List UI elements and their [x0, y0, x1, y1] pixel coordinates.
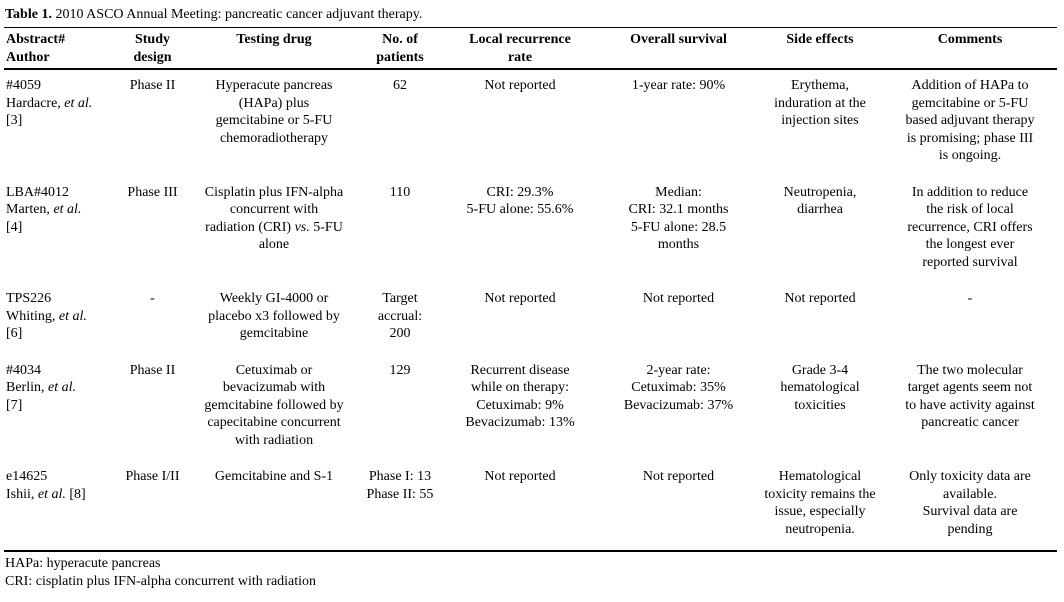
abstract-id: TPS226: [6, 291, 52, 306]
cell-comments: Addition of HAPa to gemcitabine or 5-FU …: [905, 78, 1035, 163]
abstract-id: e14625: [6, 469, 48, 484]
drug-text-post: 5-FU alone: [258, 219, 343, 253]
drug-text: Hyperacute pancreas (HAPa) plus gemcitab…: [215, 78, 333, 146]
cell-abstract-author: TPS226 Whiting, et al. [6]: [4, 283, 117, 355]
col-header-testing-drug: Testing drug: [188, 27, 360, 70]
cell-testing-drug: Hyperacute pancreas (HAPa) plus gemcitab…: [188, 69, 360, 177]
cell-abstract-author: #4034 Berlin, et al. [7]: [4, 355, 117, 462]
cell-local-recurrence: Not reported: [484, 291, 556, 306]
col-header-comments: Comments: [883, 27, 1057, 70]
author-etal: et al.: [34, 486, 66, 502]
cell-patients: Target accrual: 200: [377, 291, 423, 341]
cell-side-effects: Not reported: [784, 291, 856, 306]
author-line: Whiting, et al.: [6, 308, 114, 326]
footnote-cri: CRI: cisplatin plus IFN-alpha concurrent…: [5, 574, 317, 589]
reference-number: [4]: [6, 219, 23, 235]
cell-study-design: -: [150, 291, 155, 306]
author-etal: et al.: [55, 308, 87, 324]
author-etal: et al.: [49, 202, 82, 217]
cell-patients: Phase I: 13 Phase II: 55: [360, 461, 440, 552]
cell-local-recurrence: CRI: 29.3% 5-FU alone: 55.6%: [466, 184, 574, 218]
author-name: Ishii,: [6, 486, 35, 502]
col-header-patients: No. of patients: [360, 27, 440, 70]
cell-overall-survival: Median: CRI: 32.1 months 5-FU alone: 28.…: [628, 184, 729, 253]
drug-vs: vs.: [294, 219, 310, 235]
author-etal: et al.: [60, 95, 93, 111]
reference-number: [6]: [6, 326, 23, 341]
table-row: LBA#4012 Marten, et al. [4] Phase III Cisp…: [4, 177, 1057, 284]
cell-patients: 62: [393, 78, 407, 93]
col-header-abstract-author: Abstract# Author: [4, 27, 117, 70]
cell-testing-drug: Gemcitabine and S-1: [188, 461, 360, 552]
asco-meeting-table: Abstract# Author Study design Testing dr…: [4, 27, 1057, 552]
cell-testing-drug: Cetuximab or bevacizumab with gemcitabin…: [188, 355, 360, 462]
cell-comments: The two molecular target agents seem not…: [905, 362, 1035, 431]
author-line: Ishii, et al. [8]: [6, 486, 114, 504]
cell-comments: In addition to reduce the risk of local …: [907, 184, 1033, 270]
cell-side-effects: Grade 3-4 hematological toxicities: [780, 362, 860, 413]
cell-testing-drug: Weekly GI-4000 or placebo x3 followed by…: [188, 283, 360, 355]
reference-number: [7]: [6, 397, 23, 413]
author-suffix: [8]: [65, 486, 86, 502]
table-row: e14625 Ishii, et al. [8] Phase I/II Gemci…: [4, 461, 1057, 552]
cell-study-design: Phase II: [129, 362, 176, 378]
abstract-id: #4034: [6, 362, 41, 378]
cell-study-design: Phase II: [129, 78, 176, 93]
cell-comments: Only toxicity data are available. Surviv…: [883, 461, 1057, 552]
cell-overall-survival: 1-year rate: 90%: [631, 78, 726, 93]
cell-local-recurrence: Not reported: [484, 78, 556, 93]
table-footnotes: HAPa: hyperacute pancreas CRI: cisplatin…: [5, 555, 1060, 591]
reference-number: [3]: [6, 113, 23, 128]
cell-overall-survival: 2-year rate: Cetuximab: 35% Bevacizumab:…: [623, 362, 734, 413]
cell-patients: 129: [389, 362, 411, 378]
drug-text: Cisplatin plus IFN-alpha concurrent with…: [204, 184, 344, 235]
author-name: Berlin,: [6, 380, 45, 395]
cell-study-design: Phase I/II: [117, 461, 188, 552]
cell-overall-survival: Not reported: [600, 461, 757, 552]
cell-abstract-author: e14625 Ishii, et al. [8]: [4, 461, 117, 552]
author-line: Berlin, et al.: [6, 379, 114, 397]
footnote-hapa: HAPa: hyperacute pancreas: [5, 556, 161, 571]
cell-patients: 110: [389, 184, 411, 200]
cell-side-effects: Neutropenia, diarrhea: [783, 184, 857, 218]
author-name: Whiting,: [6, 308, 56, 324]
table-caption-text: 2010 ASCO Annual Meeting: pancreatic can…: [51, 7, 423, 22]
col-header-side-effects: Side effects: [757, 27, 883, 70]
cell-testing-drug: Cisplatin plus IFN-alpha concurrent with…: [188, 177, 360, 284]
cell-side-effects: Erythema, induration at the injection si…: [774, 78, 866, 128]
cell-local-recurrence: Not reported: [440, 461, 600, 552]
col-header-study-design: Study design: [117, 27, 188, 70]
table-row: TPS226 Whiting, et al. [6] - Weekly GI-400…: [4, 283, 1057, 355]
table-caption: Table 1. 2010 ASCO Annual Meeting: pancr…: [5, 6, 1060, 24]
author-line: Hardacre, et al.: [6, 95, 114, 113]
cell-side-effects: Hematological toxicity remains the issue…: [757, 461, 883, 552]
cell-overall-survival: Not reported: [642, 291, 715, 306]
table-row: #4059 Hardacre, et al. [3] Phase II Hypera…: [4, 69, 1057, 177]
cell-abstract-author: #4059 Hardacre, et al. [3]: [4, 69, 117, 177]
col-header-local-recurrence: Local recurrence rate: [440, 27, 600, 70]
abstract-id: LBA#4012: [6, 184, 69, 200]
drug-text: Cetuximab or bevacizumab with gemcitabin…: [204, 362, 344, 448]
col-header-overall-survival: Overall survival: [600, 27, 757, 70]
abstract-id: #4059: [6, 78, 41, 93]
table-caption-label: Table 1.: [5, 7, 52, 22]
author-name: Marten,: [6, 202, 50, 217]
drug-text: Weekly GI-4000 or placebo x3 followed by…: [208, 291, 340, 341]
table-row: #4034 Berlin, et al. [7] Phase II Cetuxima…: [4, 355, 1057, 462]
author-name: Hardacre,: [6, 95, 61, 111]
cell-study-design: Phase III: [127, 184, 178, 200]
drug-text: Gemcitabine and S-1: [214, 469, 334, 484]
header-row: Abstract# Author Study design Testing dr…: [4, 27, 1057, 70]
cell-local-recurrence: Recurrent disease while on therapy: Cetu…: [465, 362, 575, 431]
cell-abstract-author: LBA#4012 Marten, et al. [4]: [4, 177, 117, 284]
author-etal: et al.: [44, 380, 76, 395]
cell-comments: -: [967, 291, 973, 306]
author-line: Marten, et al.: [6, 201, 114, 219]
